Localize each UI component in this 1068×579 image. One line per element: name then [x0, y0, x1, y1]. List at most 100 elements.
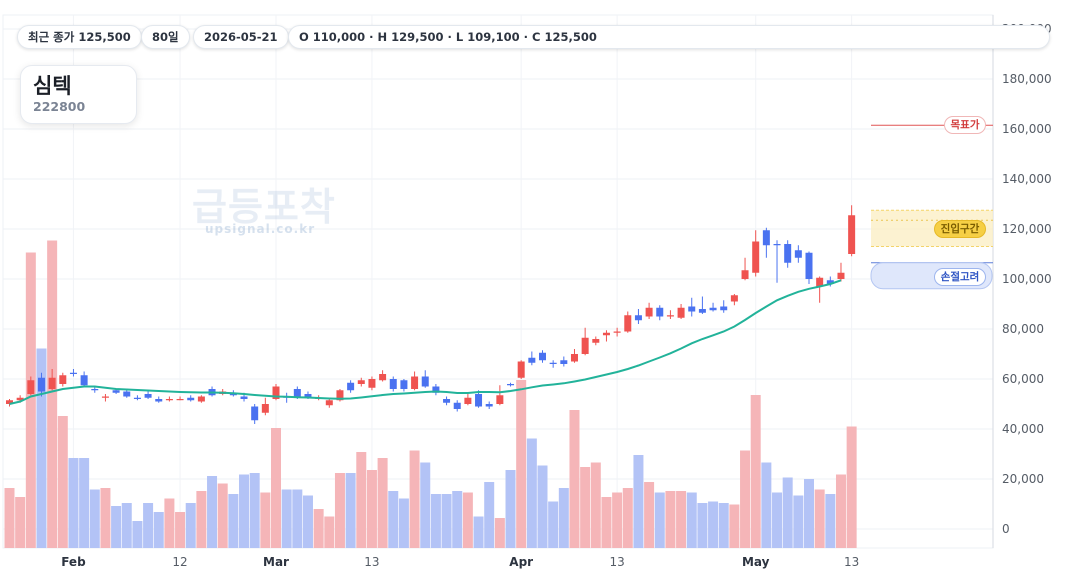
candle	[165, 396, 173, 402]
candle-body	[112, 390, 120, 393]
y-tick-label: 120,000	[1002, 222, 1052, 236]
candle	[379, 370, 387, 382]
candle-body	[805, 252, 813, 279]
volume-bar	[430, 494, 441, 548]
volume-bar	[15, 497, 26, 548]
x-tick-label: Mar	[263, 555, 289, 569]
volume-bar	[302, 495, 313, 548]
volume-bar	[185, 503, 196, 548]
volume-bar	[153, 512, 164, 548]
volume-bar	[377, 458, 388, 548]
candle-body	[570, 354, 578, 362]
y-tick-label: 0	[1002, 522, 1010, 536]
moving-average-line	[9, 279, 842, 405]
candle	[773, 240, 781, 283]
volume-bar	[388, 491, 399, 548]
stop-loss-label: 손절고려	[934, 268, 986, 286]
volume-bar	[654, 492, 665, 548]
volume-bar	[772, 492, 783, 548]
candle	[549, 360, 557, 368]
candle	[581, 327, 589, 356]
volume-bar	[25, 252, 36, 548]
candle	[666, 310, 674, 319]
volume-bar	[313, 509, 324, 548]
volume-bar	[239, 474, 250, 548]
candle	[688, 297, 696, 317]
candle-body	[528, 357, 536, 363]
candle-body	[59, 375, 67, 384]
candle-body	[581, 337, 589, 354]
volume-bar	[292, 489, 303, 548]
volume-bar	[452, 491, 463, 548]
volume-bar	[633, 455, 644, 548]
candle-body	[336, 390, 344, 401]
candle-body	[730, 295, 738, 302]
volume-bar	[761, 462, 772, 548]
volume-bar	[580, 467, 591, 548]
volume-bar	[740, 450, 751, 548]
stock-card: 심텍 222800	[20, 65, 137, 124]
x-tick-label: 13	[364, 555, 379, 569]
candle	[485, 401, 493, 409]
candle-body	[549, 362, 557, 364]
volume-bar	[111, 506, 122, 548]
volume-bar	[590, 462, 601, 548]
candle	[634, 309, 642, 324]
candle-body	[602, 332, 610, 336]
candle-body	[421, 376, 429, 387]
candle-body	[762, 230, 770, 246]
candle	[261, 397, 269, 416]
volume-bar	[494, 518, 505, 548]
y-tick-label: 160,000	[1002, 122, 1052, 136]
candle-body	[197, 396, 205, 402]
candle-body	[347, 382, 355, 391]
y-tick-label: 80,000	[1002, 322, 1044, 336]
x-tick-label: Feb	[61, 555, 86, 569]
candle	[475, 390, 483, 408]
volume-bar	[79, 458, 90, 548]
candle	[389, 376, 397, 392]
volume-bar	[4, 488, 15, 548]
candle-body	[272, 386, 280, 399]
volume-bar	[271, 428, 281, 548]
candle-body	[432, 386, 440, 393]
volume-bar	[526, 438, 537, 548]
volume-bar	[334, 473, 345, 548]
candle-body	[411, 376, 419, 389]
candle	[421, 370, 429, 388]
volume-bar	[324, 516, 335, 548]
candle-body	[37, 377, 45, 392]
volume-bar	[409, 450, 420, 548]
volume-bar	[100, 488, 111, 548]
volume-bar	[622, 488, 633, 548]
candle	[443, 396, 451, 406]
candle-body	[816, 277, 824, 287]
x-tick-label: 12	[172, 555, 187, 569]
watermark-url: upsignal.co.kr	[205, 222, 316, 236]
candle-body	[357, 380, 365, 384]
candle	[528, 351, 536, 366]
volume-bar	[846, 426, 857, 548]
candle	[752, 230, 760, 277]
candle-body	[688, 306, 696, 312]
candle-body	[794, 250, 802, 258]
candle	[133, 395, 141, 401]
volume-bar	[665, 491, 676, 548]
volume-bar	[548, 501, 559, 548]
candle-body	[304, 394, 312, 398]
candle-body	[6, 400, 13, 404]
candle	[848, 205, 856, 257]
candle-body	[539, 352, 546, 361]
watermark-title: 급등포착	[192, 185, 336, 229]
candle	[816, 276, 824, 303]
target-price-label: 목표가	[944, 116, 986, 134]
candle	[560, 356, 568, 367]
candle	[613, 327, 621, 337]
candle	[187, 395, 195, 402]
candle-body	[69, 372, 77, 374]
volume-bar	[612, 492, 623, 548]
stock-code: 222800	[33, 99, 86, 114]
candle	[624, 311, 632, 333]
candle-body	[165, 399, 173, 401]
candle-body	[720, 306, 728, 311]
